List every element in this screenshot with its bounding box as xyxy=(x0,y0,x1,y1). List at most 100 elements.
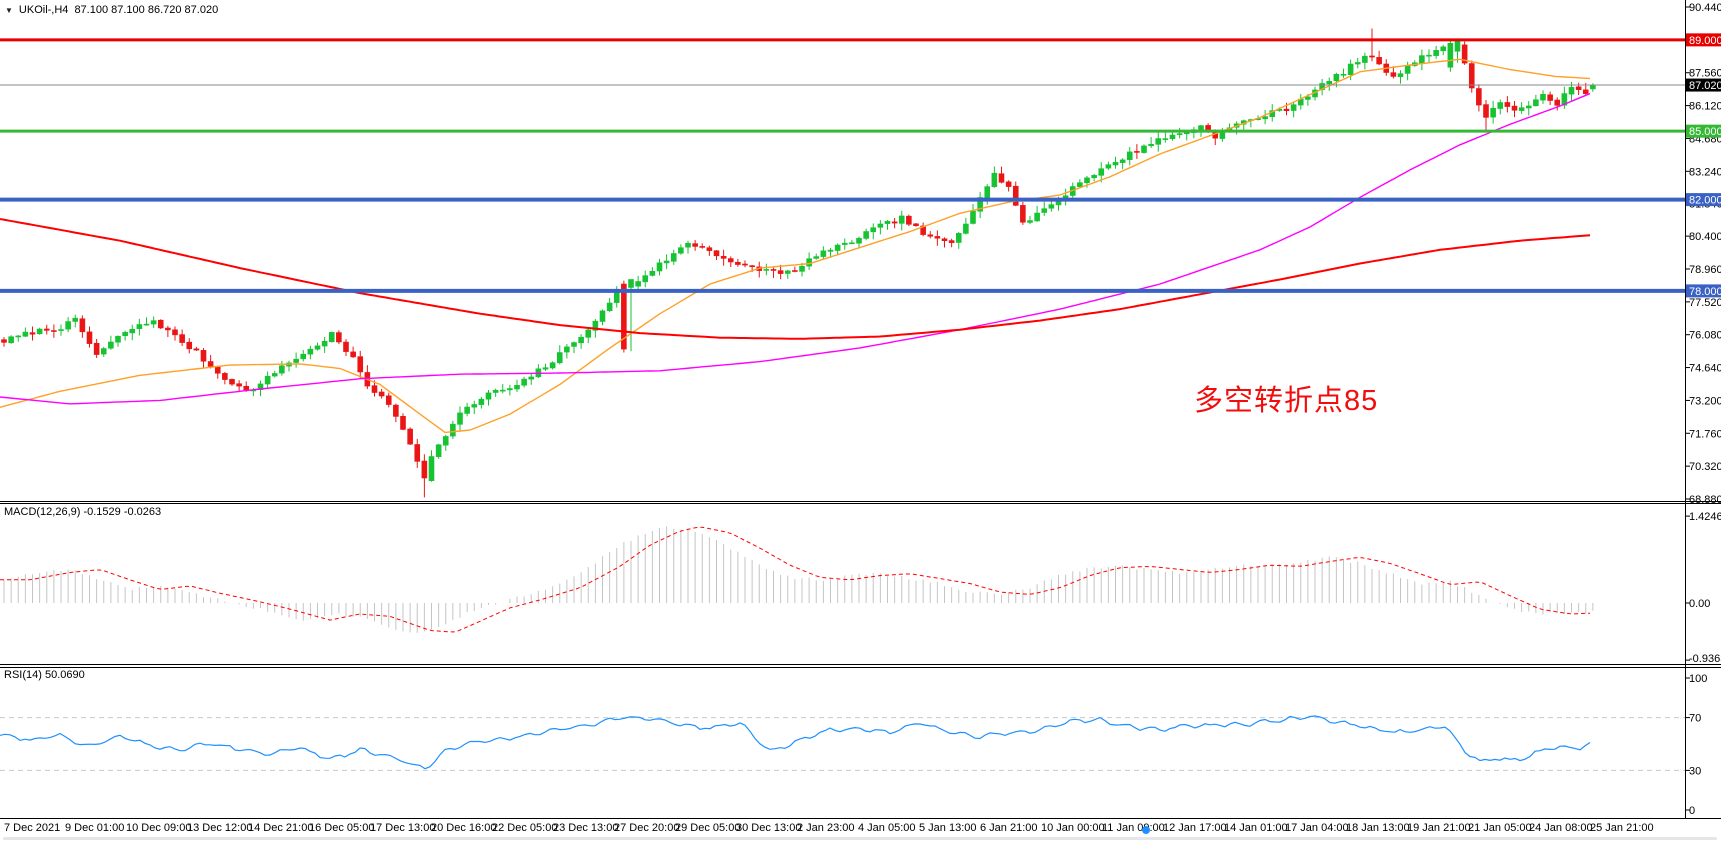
candle-body xyxy=(977,197,983,212)
current-price-label-box xyxy=(1686,78,1721,92)
candle-body xyxy=(471,404,478,408)
candle-body xyxy=(735,261,741,265)
time-axis-label: 7 Dec 2021 xyxy=(4,822,60,834)
price-tick-label: 68.880 xyxy=(1689,494,1721,506)
candle-body xyxy=(1347,63,1354,76)
candle-body xyxy=(955,233,962,243)
hline-label-85.000: 85.000 xyxy=(1689,126,1721,138)
candle-body xyxy=(43,328,50,331)
candle-body xyxy=(1155,138,1162,145)
candle-body xyxy=(442,436,449,446)
time-axis-label: 14 Dec 21:00 xyxy=(248,822,313,834)
candle-body xyxy=(485,392,492,400)
candle-body xyxy=(450,423,456,437)
time-axis-label: 10 Jan 00:00 xyxy=(1041,822,1105,834)
candle-body xyxy=(336,332,342,343)
candle-body xyxy=(293,358,299,363)
candle-body xyxy=(1533,99,1539,107)
candle-body xyxy=(592,320,599,331)
candle-body xyxy=(606,302,613,311)
candle-body xyxy=(378,391,385,397)
candle-body xyxy=(214,366,221,374)
time-axis-label: 17 Dec 13:00 xyxy=(370,822,435,834)
candle-body xyxy=(1568,87,1575,95)
candle-body xyxy=(1012,185,1019,206)
candle-body xyxy=(1034,212,1040,222)
candle-body xyxy=(549,362,556,369)
candle-body xyxy=(913,223,919,227)
candle-body xyxy=(1525,105,1532,109)
rsi-line xyxy=(0,715,1591,770)
candle-body xyxy=(1369,55,1375,58)
horizontal-scrollbar[interactable] xyxy=(3,837,1717,840)
symbol-dropdown-icon[interactable]: ▼ xyxy=(5,5,13,15)
rsi-scale-label: 30 xyxy=(1689,765,1701,777)
candle-body xyxy=(1020,205,1026,223)
symbol-name: UKOil-,H4 xyxy=(18,4,69,16)
hline-label-89.000: 89.000 xyxy=(1689,35,1721,47)
time-axis-label: 14 Jan 01:00 xyxy=(1224,822,1288,834)
medium-ma-magenta xyxy=(0,92,1591,405)
candle-body xyxy=(1105,164,1112,169)
candle-body xyxy=(1283,108,1290,111)
current-price-label: 87.020 xyxy=(1689,80,1721,92)
candle-body xyxy=(1198,125,1204,131)
candle-body xyxy=(1468,63,1475,89)
candle-body xyxy=(1490,107,1496,118)
candle-body xyxy=(1148,144,1154,147)
time-axis-label: 30 Dec 13:00 xyxy=(736,822,801,834)
candle-body xyxy=(649,270,656,276)
candle-body xyxy=(941,238,948,242)
candle-body xyxy=(927,234,934,237)
candle-body xyxy=(991,172,998,187)
candle-body xyxy=(635,281,641,287)
price-tick-label: 70.320 xyxy=(1689,461,1721,473)
time-axis-label: 6 Jan 21:00 xyxy=(980,822,1038,834)
macd-indicator-label: MACD(12,26,9) -0.1529 -0.0263 xyxy=(4,506,162,518)
candle-body xyxy=(307,348,314,355)
candle-body xyxy=(1440,46,1447,52)
candle-body xyxy=(628,279,634,288)
candle-body xyxy=(150,320,157,325)
time-axis-label: 11 Jan 09:00 xyxy=(1102,822,1165,834)
candle-body xyxy=(877,223,884,228)
time-axis-label: 17 Jan 04:00 xyxy=(1285,822,1349,834)
candle-body xyxy=(970,210,976,224)
candle-body xyxy=(763,269,770,271)
candle-body xyxy=(1119,159,1126,163)
candle-body xyxy=(1340,73,1347,76)
candle-body xyxy=(321,340,328,347)
candle-body xyxy=(86,331,93,344)
candle-body xyxy=(863,231,869,239)
candle-body xyxy=(820,250,827,257)
candle-body xyxy=(393,404,399,417)
candle-body xyxy=(464,406,470,414)
candle-body xyxy=(29,332,36,335)
candle-body xyxy=(1084,177,1090,183)
candle-body xyxy=(93,342,100,355)
candle-body xyxy=(478,398,485,405)
candle-body xyxy=(257,383,264,391)
chart-title: ▼ UKOil-,H4 87.100 87.100 86.720 87.020 xyxy=(5,4,218,16)
candle-body xyxy=(1504,102,1511,107)
candle-body xyxy=(1362,55,1368,63)
time-axis-label: 22 Dec 05:00 xyxy=(492,822,557,834)
candle-body xyxy=(1461,44,1468,64)
candle-body xyxy=(172,329,178,336)
candle-body xyxy=(1518,107,1525,111)
price-tick-label: 78.960 xyxy=(1689,264,1721,276)
candle-body xyxy=(343,341,349,352)
candle-body xyxy=(428,456,435,481)
candle-body xyxy=(984,186,991,199)
candle-body xyxy=(1027,220,1033,223)
candle-body xyxy=(749,265,755,267)
time-axis-label: 16 Dec 05:00 xyxy=(309,822,374,834)
rsi-scale-label: 100 xyxy=(1689,673,1707,685)
price-tick-label: 71.760 xyxy=(1689,428,1721,440)
candle-body xyxy=(720,256,727,259)
candle-body xyxy=(1169,134,1176,139)
candle-body xyxy=(792,270,798,272)
candle-body xyxy=(279,365,285,374)
candle-body xyxy=(1333,73,1340,82)
